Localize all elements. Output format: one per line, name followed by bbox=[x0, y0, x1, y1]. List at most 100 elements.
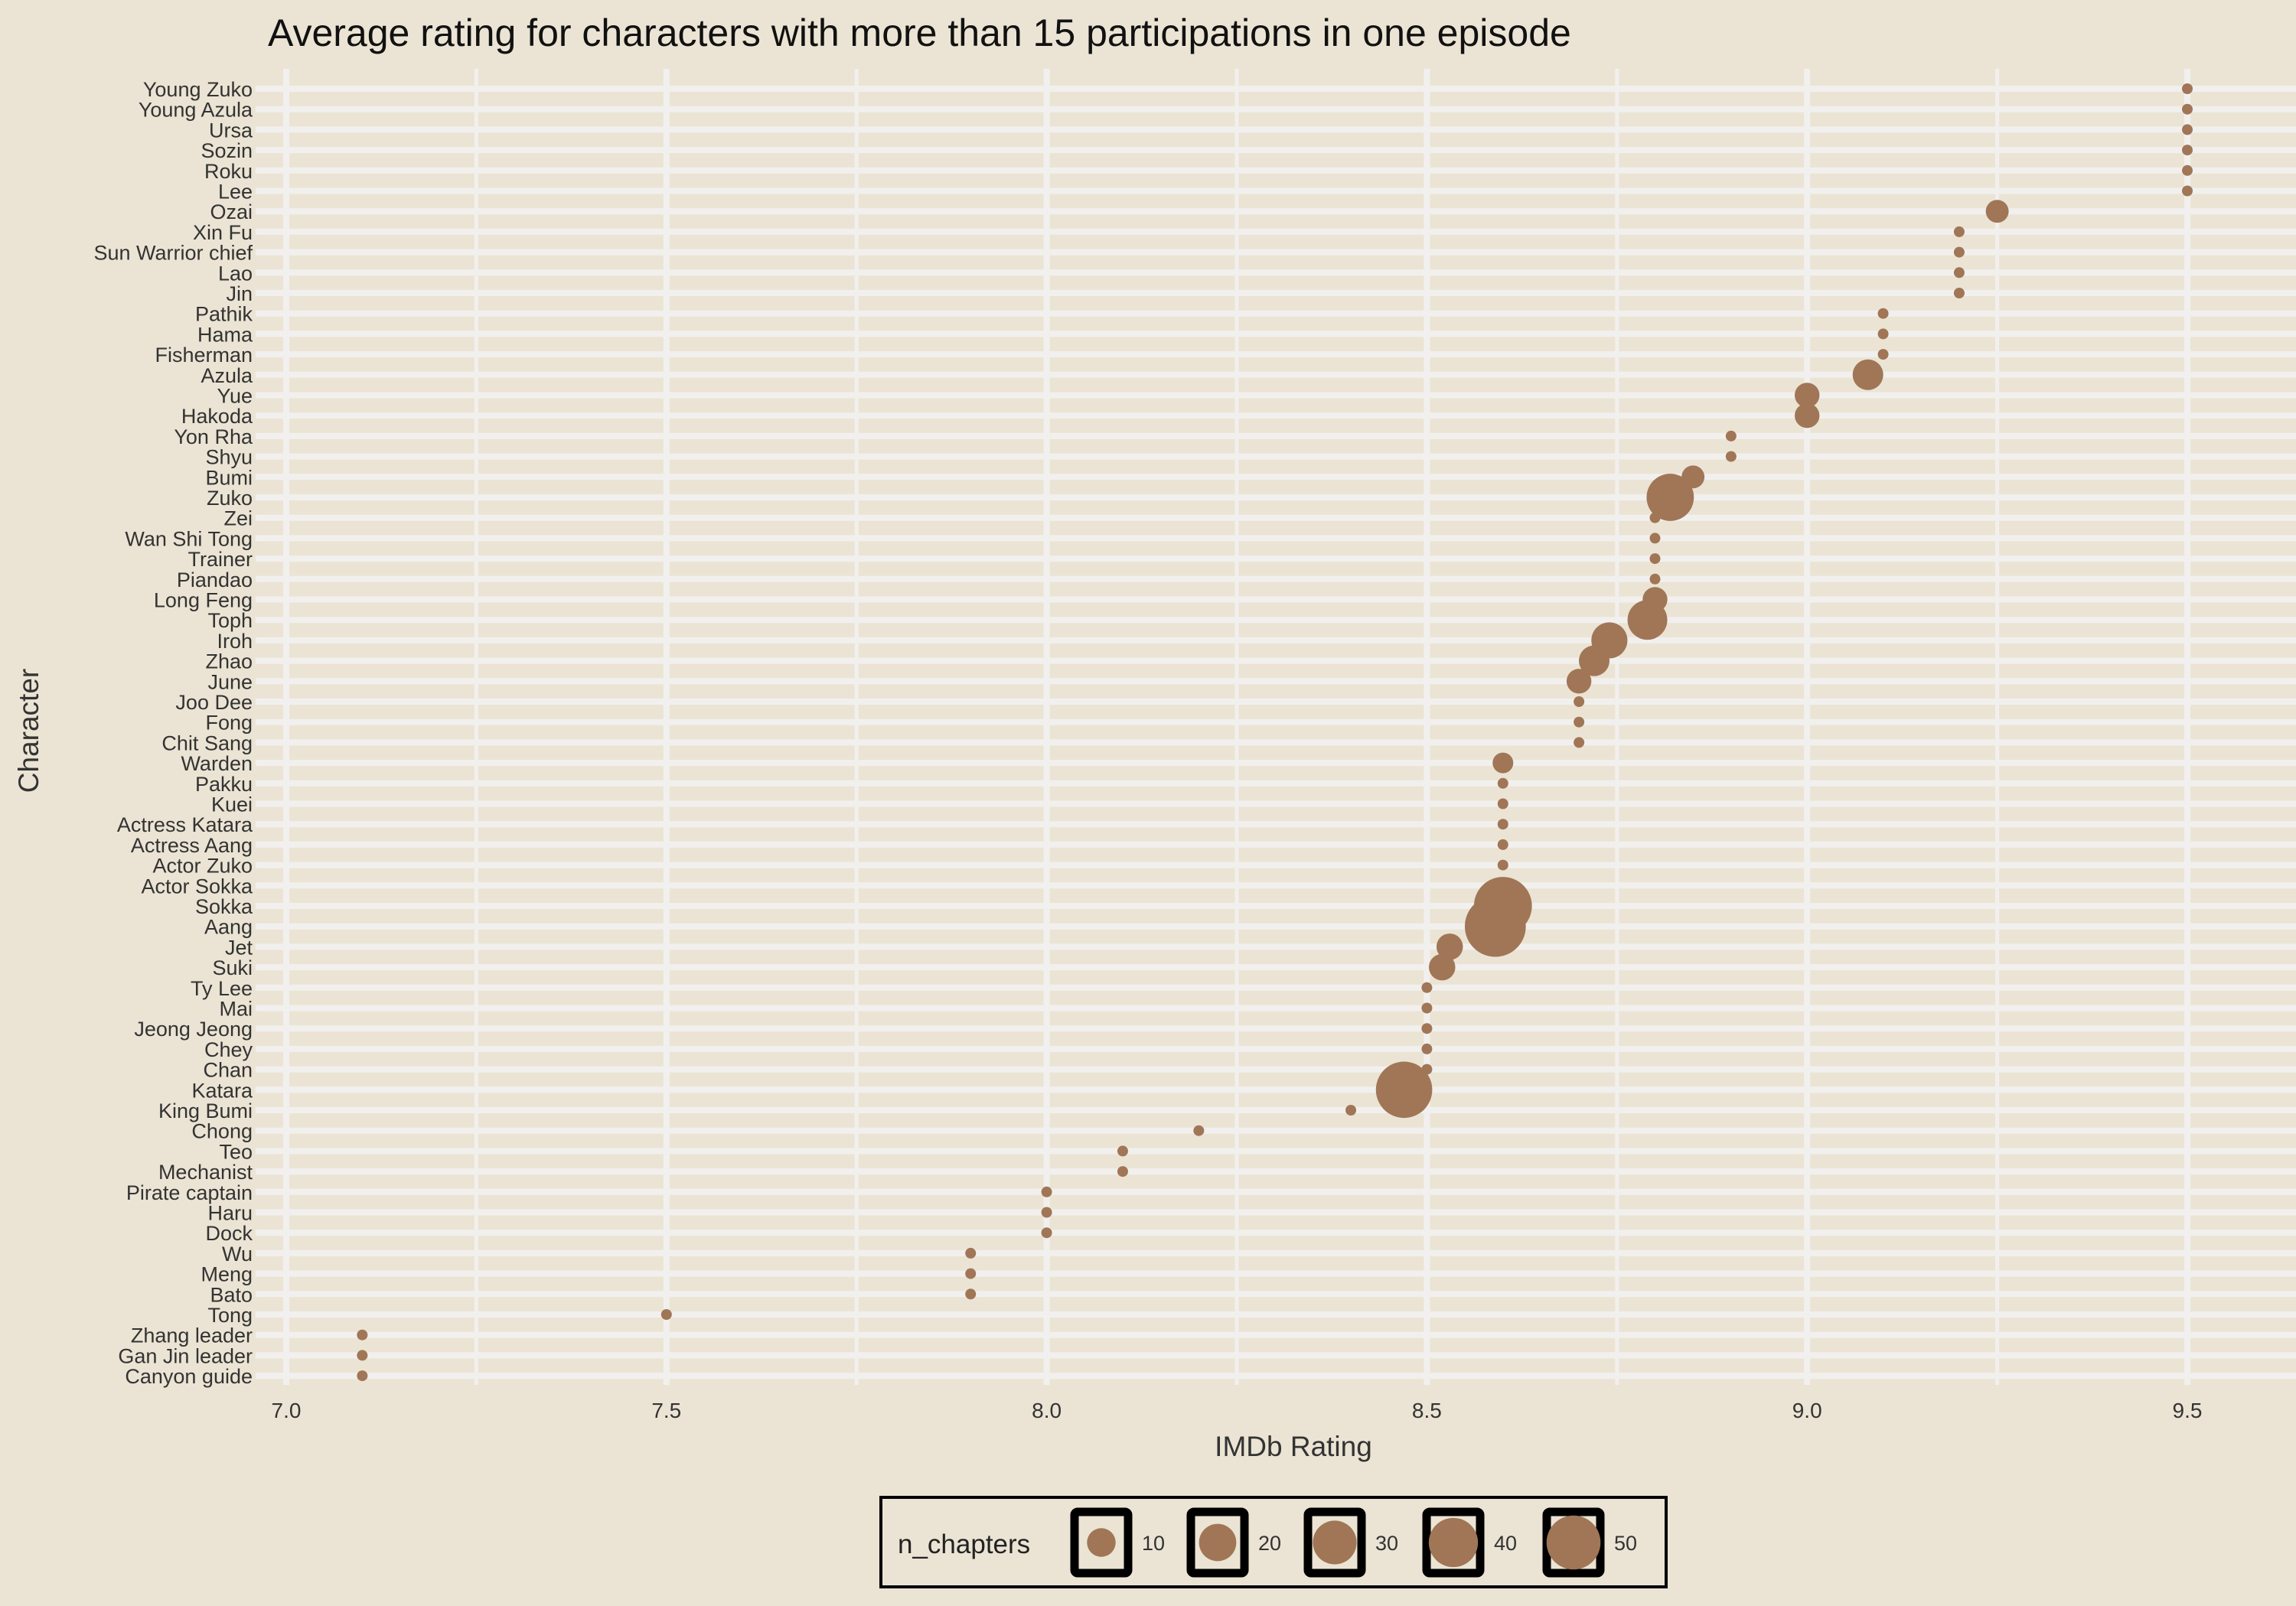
legend-key-symbol bbox=[1199, 1523, 1237, 1562]
data-point bbox=[1574, 737, 1585, 748]
data-point bbox=[1852, 359, 1883, 390]
data-point bbox=[1041, 1186, 1052, 1197]
y-tick-label: Actor Zuko bbox=[152, 855, 253, 878]
y-tick-label: Ursa bbox=[209, 119, 253, 142]
y-tick-label: Ozai bbox=[210, 200, 253, 223]
y-tick-label: Fisherman bbox=[155, 344, 253, 366]
data-point bbox=[1375, 1061, 1433, 1119]
y-tick-label: Young Azula bbox=[139, 99, 253, 122]
y-tick-label: Zuko bbox=[207, 487, 253, 510]
data-point bbox=[1566, 669, 1592, 694]
data-point bbox=[965, 1247, 977, 1259]
data-point bbox=[965, 1268, 977, 1279]
legend-label: 10 bbox=[1142, 1532, 1165, 1555]
y-tick-label: Actress Aang bbox=[131, 834, 253, 857]
data-point bbox=[2182, 103, 2193, 115]
x-tick-label: 9.5 bbox=[2173, 1399, 2203, 1422]
y-tick-label: Roku bbox=[204, 160, 253, 183]
data-point bbox=[1193, 1125, 1205, 1136]
y-tick-label: Bato bbox=[210, 1283, 253, 1306]
x-axis-title: IMDb Rating bbox=[1215, 1431, 1372, 1462]
y-axis-title: Character bbox=[13, 669, 44, 793]
y-tick-label: Wu bbox=[222, 1243, 253, 1266]
data-point bbox=[1497, 859, 1508, 871]
legend-key-symbol bbox=[1087, 1528, 1116, 1557]
data-point bbox=[1985, 200, 2009, 223]
data-point bbox=[357, 1370, 368, 1382]
legend-label: 40 bbox=[1494, 1532, 1517, 1555]
data-point bbox=[1877, 349, 1889, 360]
legend-key-symbol bbox=[1428, 1517, 1479, 1568]
data-point bbox=[1117, 1145, 1128, 1157]
data-point bbox=[1345, 1105, 1357, 1116]
legend-items: 10 20 30 40 50 bbox=[1070, 1507, 1637, 1578]
y-tick-label: Lao bbox=[218, 262, 253, 285]
y-tick-label: Long Feng bbox=[154, 589, 253, 612]
data-point bbox=[357, 1350, 368, 1361]
data-point bbox=[1041, 1227, 1052, 1239]
y-tick-label: Chey bbox=[204, 1038, 253, 1061]
data-point bbox=[1646, 474, 1694, 521]
y-tick-label: Actor Sokka bbox=[141, 875, 253, 897]
data-point bbox=[357, 1329, 368, 1341]
data-point bbox=[1649, 553, 1661, 565]
y-tick-label: Actress Katara bbox=[117, 813, 253, 836]
data-point bbox=[2182, 185, 2193, 197]
data-point bbox=[1953, 288, 1965, 298]
data-point bbox=[1649, 512, 1661, 523]
y-tick-label: Chan bbox=[203, 1059, 253, 1082]
y-tick-label: Dock bbox=[205, 1222, 253, 1245]
data-point bbox=[1877, 328, 1889, 340]
y-tick-label: Pathik bbox=[195, 303, 253, 326]
legend-key-symbol bbox=[1546, 1515, 1601, 1570]
data-point bbox=[1574, 696, 1585, 707]
y-tick-label: Joo Dee bbox=[175, 691, 253, 714]
data-point bbox=[1464, 895, 1526, 957]
data-point bbox=[1795, 403, 1820, 428]
data-point bbox=[1725, 451, 1737, 462]
data-point bbox=[1627, 600, 1668, 640]
y-tick-label: Lee bbox=[218, 181, 253, 204]
y-tick-label: Zei bbox=[223, 507, 253, 530]
y-tick-label: June bbox=[207, 670, 253, 693]
data-point bbox=[1953, 226, 1965, 237]
y-tick-label: Bumi bbox=[205, 466, 253, 489]
y-tick-label: Wan Shi Tong bbox=[125, 527, 253, 550]
y-tick-label: Katara bbox=[191, 1079, 253, 1102]
y-tick-label: Trainer bbox=[188, 548, 253, 571]
chart-title: Average rating for characters with more … bbox=[268, 11, 1571, 54]
data-point bbox=[1649, 573, 1661, 585]
y-tick-label: Chong bbox=[191, 1120, 253, 1143]
data-point bbox=[1578, 645, 1610, 676]
x-tick-label: 9.0 bbox=[1792, 1399, 1822, 1422]
data-point bbox=[1795, 383, 1820, 408]
x-tick-label: 8.0 bbox=[1032, 1399, 1062, 1422]
x-tick-label: 8.5 bbox=[1412, 1399, 1442, 1422]
y-tick-label: Pakku bbox=[195, 773, 253, 796]
y-tick-label: Suki bbox=[212, 956, 253, 979]
y-tick-label: Xin Fu bbox=[193, 221, 253, 244]
legend-key-symbol bbox=[1313, 1520, 1357, 1565]
y-tick-label: King Bumi bbox=[158, 1099, 253, 1122]
legend-title: n_chapters bbox=[898, 1529, 1030, 1559]
data-point bbox=[1421, 1023, 1433, 1034]
legend-label: 50 bbox=[1614, 1532, 1637, 1555]
y-tick-label: Warden bbox=[181, 752, 253, 775]
y-tick-label: Teo bbox=[219, 1140, 253, 1163]
y-tick-label: Iroh bbox=[217, 630, 253, 653]
data-point bbox=[1041, 1207, 1052, 1218]
size-legend: n_chapters 10 20 30 40 50 bbox=[879, 1496, 1668, 1588]
y-tick-label: Azula bbox=[201, 364, 253, 387]
y-tick-label: Hama bbox=[197, 323, 253, 346]
y-tick-label: Fong bbox=[205, 712, 253, 735]
data-point bbox=[1725, 430, 1737, 441]
data-point bbox=[1421, 982, 1433, 993]
legend-label: 20 bbox=[1258, 1532, 1281, 1555]
data-point bbox=[2182, 165, 2193, 176]
data-point bbox=[1492, 752, 1514, 774]
x-tick-label: 7.5 bbox=[651, 1399, 681, 1422]
x-axis-tick-labels: 7.0 7.5 8.0 8.5 9.0 9.5 bbox=[272, 1399, 2203, 1422]
y-tick-label: Zhang leader bbox=[131, 1324, 253, 1347]
